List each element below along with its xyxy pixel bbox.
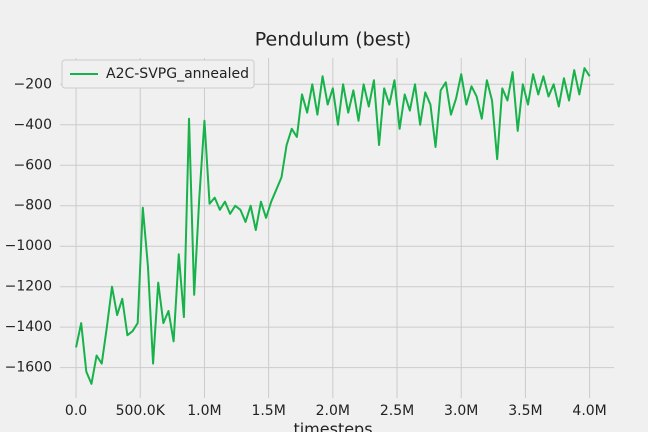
y-tick-label: −400 xyxy=(14,117,52,133)
legend-box xyxy=(61,59,255,89)
y-tick-label: −200 xyxy=(14,76,52,92)
y-tick-label: −1400 xyxy=(5,319,52,335)
x-tick-label: 3.5M xyxy=(508,403,542,419)
grid-layer xyxy=(60,58,614,398)
x-axis-label: timesteps xyxy=(293,420,372,432)
y-tick-label: −1600 xyxy=(5,360,52,376)
legend-label: A2C-SVPG_annealed xyxy=(106,66,249,82)
y-tick-label: −1200 xyxy=(5,279,52,295)
x-tick-label: 3.0M xyxy=(444,403,478,419)
x-tick-label: 500.0K xyxy=(116,403,166,419)
legend: A2C-SVPG_annealed xyxy=(61,59,255,89)
data-line xyxy=(75,67,591,385)
chart-title: Pendulum (best) xyxy=(255,29,411,51)
y-tick-label: −600 xyxy=(14,157,52,173)
y-tick-label: −800 xyxy=(14,198,52,214)
x-tick-label: 2.0M xyxy=(316,403,350,419)
x-tick-label: 2.5M xyxy=(380,403,414,419)
x-tick-label: 1.0M xyxy=(187,403,221,419)
x-tick-label: 4.0M xyxy=(572,403,606,419)
y-tick-label: −1000 xyxy=(5,238,52,254)
x-tick-label: 0.0 xyxy=(65,403,87,419)
x-tick-label: 1.5M xyxy=(251,403,285,419)
plot-layer xyxy=(75,67,591,385)
